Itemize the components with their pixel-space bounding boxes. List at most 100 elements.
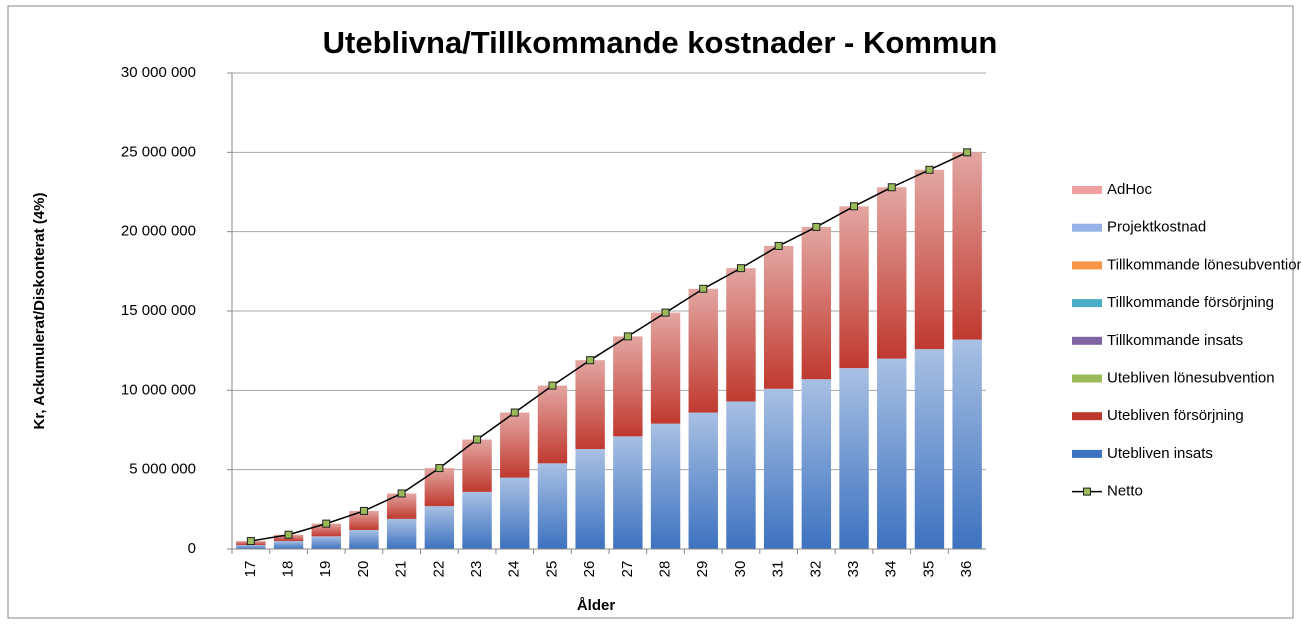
- x-tick-label: 26: [581, 561, 598, 578]
- y-axis-title: Kr, Ackumulerat/Diskonterat (4%): [31, 192, 48, 429]
- x-tick-label: 19: [317, 561, 334, 578]
- x-tick-label: 29: [694, 561, 711, 578]
- chart-frame: [7, 5, 1294, 619]
- bar-segment: [311, 523, 341, 537]
- x-tick-label: 24: [506, 561, 523, 578]
- line-marker: [473, 435, 482, 444]
- line-marker: [246, 537, 255, 546]
- line-marker: [661, 308, 670, 317]
- legend-swatch: [1072, 374, 1102, 383]
- bar-segment: [952, 152, 982, 340]
- line-marker: [623, 332, 632, 341]
- line-marker: [586, 356, 595, 365]
- legend-swatch: [1072, 449, 1102, 458]
- bar-segment: [500, 412, 530, 478]
- x-tick-label: 22: [430, 561, 447, 578]
- x-tick-label: 25: [543, 561, 560, 578]
- legend-label: Utebliven insats: [1107, 445, 1213, 462]
- legend-label: Netto: [1107, 483, 1143, 500]
- y-tick-label: 15 000 000: [121, 302, 196, 319]
- bar-segment: [613, 436, 643, 549]
- legend-swatch: [1072, 186, 1102, 194]
- bar-segment: [688, 412, 718, 549]
- legend-swatch: [1072, 261, 1102, 270]
- y-tick-label: 20 000 000: [121, 223, 196, 240]
- legend-swatch: [1072, 223, 1102, 232]
- x-tick-label: 36: [958, 561, 975, 578]
- bar-segment: [688, 288, 718, 413]
- legend-swatch: [1072, 412, 1102, 421]
- line-marker: [774, 241, 783, 250]
- legend-swatch: [1072, 336, 1102, 345]
- bar-segment: [575, 449, 605, 549]
- bar-segment: [726, 268, 756, 402]
- bar-segment: [424, 468, 455, 507]
- line-marker: [812, 222, 821, 231]
- bar-segment: [311, 536, 341, 549]
- bar-segment: [349, 510, 379, 530]
- chart-title: Uteblivna/Tillkommande kostnader - Kommu…: [323, 25, 998, 60]
- bar-segment: [914, 169, 945, 350]
- x-tick-label: 33: [845, 561, 862, 578]
- bar-segment: [236, 545, 266, 549]
- bar-segment: [386, 518, 417, 549]
- x-tick-label: 17: [242, 561, 259, 578]
- line-marker: [736, 264, 745, 273]
- bar-segment: [349, 529, 379, 549]
- line-marker: [887, 183, 896, 192]
- x-tick-label: 31: [770, 561, 787, 578]
- line-marker: [397, 489, 406, 498]
- legend-label: Tillkommande försörjning: [1107, 294, 1274, 311]
- legend-label: Tillkommande insats: [1107, 332, 1243, 349]
- x-tick-label: 27: [619, 561, 636, 578]
- legend-label: Utebliven försörjning: [1107, 407, 1244, 424]
- bar-segment: [726, 401, 756, 549]
- bar-segment: [801, 226, 832, 380]
- bar-segment: [537, 385, 568, 464]
- bar-segment: [500, 477, 530, 549]
- bar-segment: [462, 491, 492, 549]
- bar-segment: [839, 368, 869, 549]
- line-marker: [850, 202, 859, 211]
- line-marker: [548, 381, 557, 390]
- bar-segment: [763, 245, 794, 389]
- bar-segment: [801, 379, 832, 549]
- y-tick-label: 10 000 000: [121, 381, 196, 398]
- y-tick-label: 0: [188, 540, 196, 557]
- legend-label: Projektkostnad: [1107, 219, 1206, 236]
- x-tick-label: 34: [883, 561, 900, 578]
- bar-segment: [650, 312, 681, 424]
- legend-swatch: [1072, 299, 1102, 308]
- line-marker: [284, 530, 293, 539]
- x-tick-label: 30: [732, 561, 749, 578]
- x-axis-title: Ålder: [577, 597, 616, 614]
- x-tick-label: 28: [657, 561, 674, 578]
- line-marker: [435, 464, 444, 473]
- y-tick-label: 30 000 000: [121, 64, 196, 81]
- x-tick-label: 23: [468, 561, 485, 578]
- x-tick-label: 32: [807, 561, 824, 578]
- bar-segment: [650, 423, 681, 549]
- x-tick-label: 21: [393, 561, 410, 578]
- bar-segment: [424, 506, 455, 549]
- x-tick-label: 20: [355, 561, 372, 578]
- bar-segment: [462, 439, 492, 492]
- x-tick-label: 35: [920, 561, 937, 578]
- legend-label: Tillkommande lönesubvention: [1107, 256, 1301, 273]
- bar-segment: [952, 339, 982, 549]
- line-marker: [359, 506, 368, 515]
- bar-segment: [537, 463, 568, 549]
- legend-label: AdHoc: [1107, 181, 1153, 198]
- x-tick-label: 18: [280, 561, 297, 578]
- bar-segment: [914, 349, 945, 549]
- line: [250, 151, 968, 542]
- line-marker: [925, 165, 934, 174]
- bar-segment: [763, 388, 794, 549]
- bar-segment: [877, 187, 907, 359]
- bar-segment: [877, 358, 907, 549]
- line-marker: [963, 148, 972, 157]
- line-marker: [510, 408, 519, 417]
- y-tick-label: 25 000 000: [121, 143, 196, 160]
- bar-segment: [575, 360, 605, 450]
